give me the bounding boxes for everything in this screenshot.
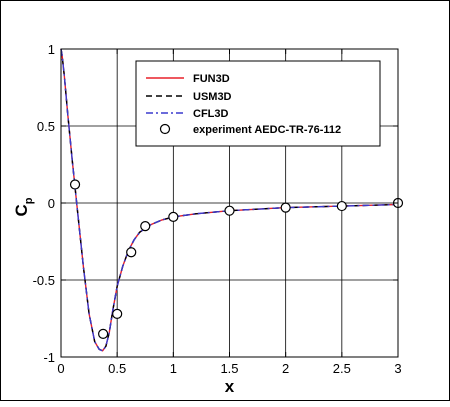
y-tick-label: -0.5 [33,273,55,288]
y-tick-label: -1 [43,350,55,365]
y-axis-label-main: C [12,204,31,216]
experiment-point [168,211,179,222]
x-axis-label: x [225,377,235,396]
legend-label-experiment: experiment AEDC-TR-76-112 [193,124,341,136]
y-tick-label: 1 [48,42,55,57]
experiment-point [280,202,291,213]
y-tick-label: 0 [48,196,55,211]
y-axis-label: Cp [12,197,35,216]
x-tick-label: 1 [170,361,177,376]
experiment-point [112,308,123,319]
experiment-point [224,205,235,216]
axis-ticks [60,48,399,358]
experiment-point [98,328,109,339]
legend-label-cfl3d: CFL3D [193,108,229,120]
x-tick-label: 2 [282,361,289,376]
x-tick-labels: 0 0.5 1 1.5 2 2.5 3 [57,361,401,376]
cfl3d-line [60,48,399,352]
x-tick-label: 0.5 [108,361,126,376]
legend-label-usm3d: USM3D [193,91,232,103]
y-axis-label-group: Cp [12,197,35,216]
x-tick-label: 3 [394,361,401,376]
experiment-point [126,247,137,258]
legend-box [135,60,381,147]
x-tick-label: 1.5 [220,361,238,376]
legend-label-fun3d: FUN3D [193,73,230,85]
legend: FUN3D USM3D CFL3D experiment AEDC-TR-76-112 [135,60,381,147]
x-tick-label: 0 [57,361,64,376]
y-tick-label: 0.5 [37,119,55,134]
y-axis-label-sub: p [23,197,35,204]
experiment-point [69,179,81,190]
legend-swatch-experiment [159,123,171,135]
experiment-point [336,200,347,212]
series-lines [60,48,399,352]
x-tick-label: 2.5 [333,361,351,376]
y-tick-labels: 1 0.5 0 -0.5 -1 [33,42,55,365]
experiment-point [140,221,151,232]
experiment-markers [69,179,404,339]
